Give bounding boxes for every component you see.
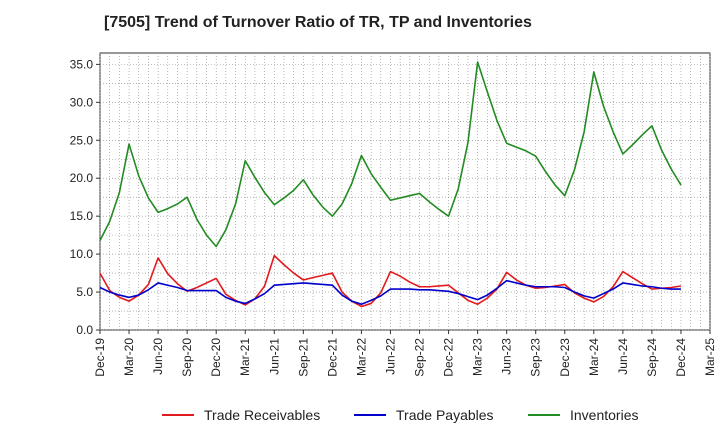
series-line-trade-payables bbox=[99, 279, 681, 306]
x-tick-label: Mar-25 bbox=[703, 338, 717, 376]
series-line-trade-receivables bbox=[99, 254, 682, 308]
legend-label: Inventories bbox=[570, 407, 639, 423]
x-tick-label: Dec-21 bbox=[325, 338, 339, 377]
x-tick-label: Jun-23 bbox=[500, 338, 514, 375]
x-tick-label: Dec-23 bbox=[558, 338, 572, 377]
x-tick-label: Jun-24 bbox=[616, 338, 630, 375]
legend-item-trade-receivables: Trade Receivables bbox=[162, 404, 320, 426]
legend-item-inventories: Inventories bbox=[528, 404, 638, 426]
legend-swatch-trade-receivables bbox=[162, 414, 194, 416]
x-tick-label: Mar-20 bbox=[122, 338, 136, 376]
y-tick-label: 15.0 bbox=[70, 209, 94, 223]
grid-lines bbox=[99, 53, 711, 331]
x-tick-label: Dec-22 bbox=[442, 338, 456, 377]
x-axis: Dec-19 Mar-20 Jun-20 Sep-20 Dec-20 Mar-21 Jun-… bbox=[93, 330, 717, 377]
x-tick-label: Jun-21 bbox=[267, 338, 281, 375]
legend-item-trade-payables: Trade Payables bbox=[354, 404, 494, 426]
legend-swatch-trade-payables bbox=[354, 414, 386, 416]
x-tick-label: Sep-22 bbox=[413, 338, 427, 377]
legend-label: Trade Payables bbox=[396, 407, 494, 423]
y-tick-label: 20.0 bbox=[70, 171, 94, 185]
y-tick-label: 10.0 bbox=[70, 247, 94, 261]
legend-label: Trade Receivables bbox=[204, 407, 321, 423]
y-tick-label: 0.0 bbox=[76, 323, 93, 337]
x-tick-label: Jun-20 bbox=[151, 338, 165, 375]
x-tick-label: Dec-19 bbox=[93, 338, 107, 377]
y-tick-label: 5.0 bbox=[76, 285, 93, 299]
series-lines bbox=[99, 61, 682, 308]
legend-swatch-inventories bbox=[528, 414, 560, 416]
chart-legend: Trade Receivables Trade Payables Invento… bbox=[0, 404, 720, 426]
chart-title: [7505] Trend of Turnover Ratio of TR, TP… bbox=[104, 14, 532, 31]
x-tick-label: Sep-23 bbox=[529, 338, 543, 377]
x-tick-label: Dec-20 bbox=[209, 338, 223, 377]
x-tick-label: Mar-21 bbox=[238, 338, 252, 376]
series-line-inventories bbox=[99, 61, 682, 248]
x-tick-label: Sep-24 bbox=[645, 338, 659, 377]
x-tick-label: Mar-24 bbox=[587, 338, 601, 376]
x-tick-label: Sep-20 bbox=[180, 338, 194, 377]
x-tick-label: Jun-22 bbox=[383, 338, 397, 375]
y-axis: 0.0 5.0 10.0 15.0 20.0 25.0 30.0 35.0 bbox=[70, 57, 100, 337]
x-tick-label: Mar-22 bbox=[354, 338, 368, 376]
y-tick-label: 25.0 bbox=[70, 133, 94, 147]
x-tick-label: Dec-24 bbox=[674, 338, 688, 377]
x-tick-label: Mar-23 bbox=[471, 338, 485, 376]
x-tick-label: Sep-21 bbox=[296, 338, 310, 377]
y-tick-label: 30.0 bbox=[70, 95, 94, 109]
y-tick-label: 35.0 bbox=[70, 57, 94, 71]
